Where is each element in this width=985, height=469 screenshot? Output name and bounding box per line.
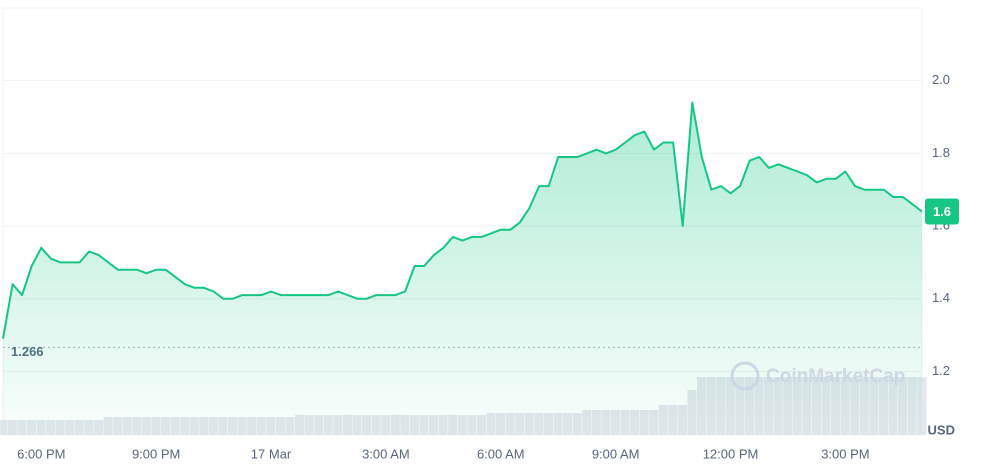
x-tick-label: 3:00 AM <box>362 446 410 461</box>
watermark: CoinMarketCap <box>730 361 905 391</box>
x-tick-label: 3:00 PM <box>821 446 869 461</box>
y-tick-label: 1.8 <box>932 145 950 160</box>
watermark-text: CoinMarketCap <box>766 366 905 387</box>
x-tick-label: 6:00 PM <box>17 446 65 461</box>
price-badge <box>925 198 959 225</box>
y-unit: USD <box>928 422 955 437</box>
x-tick-label: 17 Mar <box>251 446 292 461</box>
y-tick-label: 2.0 <box>932 72 950 87</box>
x-tick-label: 12:00 PM <box>703 446 759 461</box>
x-tick-label: 9:00 AM <box>592 446 640 461</box>
x-tick-label: 9:00 PM <box>132 446 180 461</box>
price-line <box>2 101 923 339</box>
x-tick-label: 6:00 AM <box>477 446 525 461</box>
y-tick-label: 1.2 <box>932 363 950 378</box>
y-tick-label: 1.4 <box>932 290 950 305</box>
area-fill <box>3 102 922 435</box>
price-badge-label: 1.6 <box>933 204 951 219</box>
